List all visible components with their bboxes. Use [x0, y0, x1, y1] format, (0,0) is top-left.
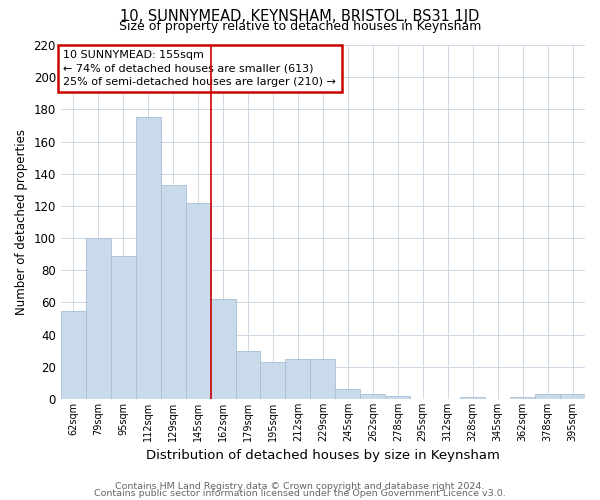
Bar	[335, 390, 361, 399]
Bar	[211, 299, 236, 399]
X-axis label: Distribution of detached houses by size in Keynsham: Distribution of detached houses by size …	[146, 450, 500, 462]
Bar	[260, 362, 286, 399]
Bar	[361, 394, 385, 399]
Bar	[161, 185, 185, 399]
Bar	[310, 359, 335, 399]
Y-axis label: Number of detached properties: Number of detached properties	[15, 129, 28, 315]
Bar	[86, 238, 111, 399]
Bar	[385, 396, 410, 399]
Text: Size of property relative to detached houses in Keynsham: Size of property relative to detached ho…	[119, 20, 481, 33]
Bar	[460, 398, 485, 399]
Bar	[535, 394, 560, 399]
Bar	[236, 350, 260, 399]
Text: 10 SUNNYMEAD: 155sqm
← 74% of detached houses are smaller (613)
25% of semi-deta: 10 SUNNYMEAD: 155sqm ← 74% of detached h…	[64, 50, 336, 86]
Bar	[286, 359, 310, 399]
Bar	[136, 118, 161, 399]
Text: Contains HM Land Registry data © Crown copyright and database right 2024.: Contains HM Land Registry data © Crown c…	[115, 482, 485, 491]
Bar	[185, 202, 211, 399]
Text: 10, SUNNYMEAD, KEYNSHAM, BRISTOL, BS31 1JD: 10, SUNNYMEAD, KEYNSHAM, BRISTOL, BS31 1…	[121, 9, 479, 24]
Bar	[560, 394, 585, 399]
Bar	[111, 256, 136, 399]
Bar	[510, 398, 535, 399]
Text: Contains public sector information licensed under the Open Government Licence v3: Contains public sector information licen…	[94, 490, 506, 498]
Bar	[61, 310, 86, 399]
